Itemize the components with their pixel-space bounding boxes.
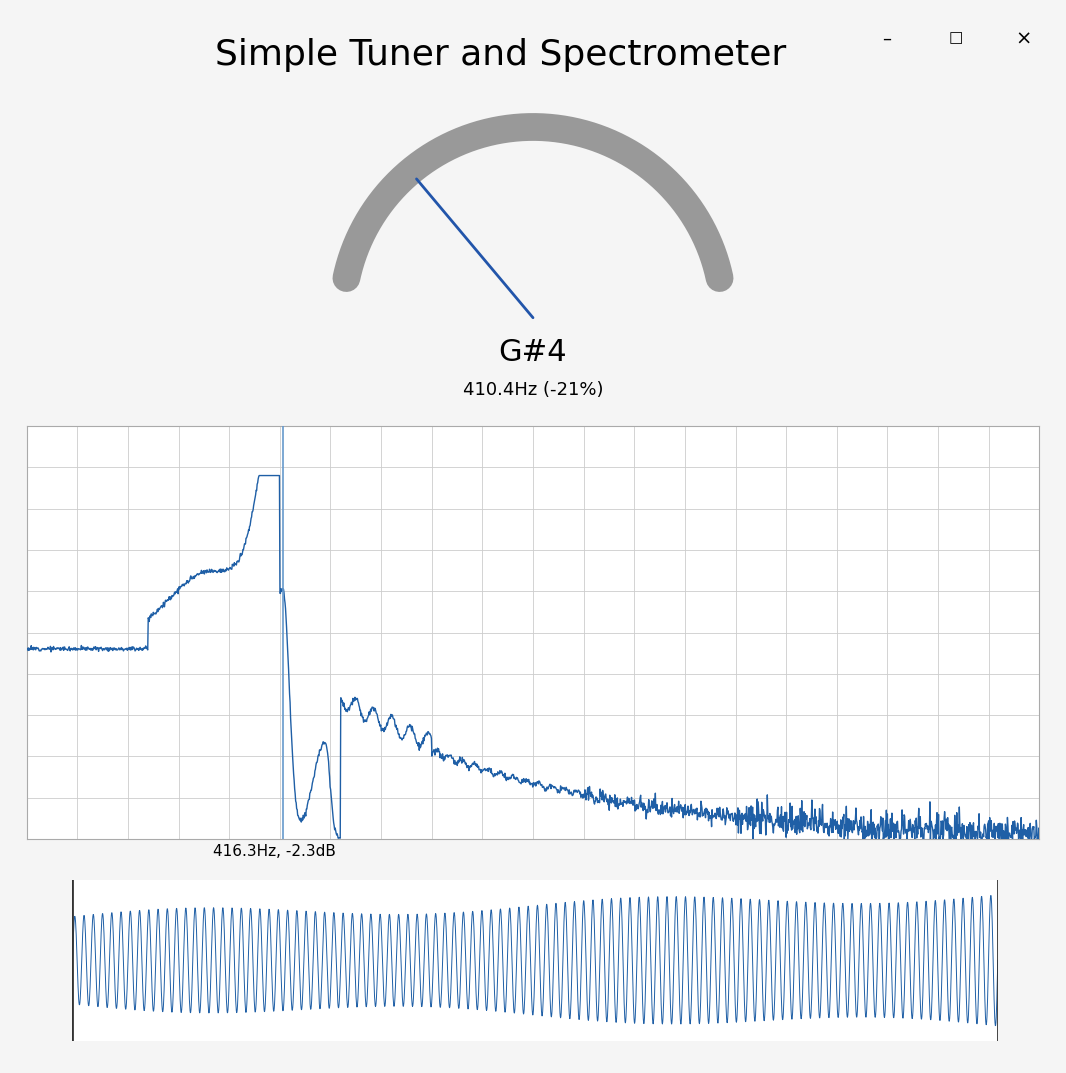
- Text: Simple Tuner and Spectrometer: Simple Tuner and Spectrometer: [215, 38, 787, 72]
- Text: G#4: G#4: [499, 338, 567, 367]
- Text: □: □: [949, 30, 964, 45]
- Text: ×: ×: [1015, 30, 1032, 49]
- Text: 416.3Hz, -2.3dB: 416.3Hz, -2.3dB: [213, 844, 336, 859]
- Text: 410.4Hz (-21%): 410.4Hz (-21%): [463, 381, 603, 399]
- Text: –: –: [883, 30, 891, 48]
